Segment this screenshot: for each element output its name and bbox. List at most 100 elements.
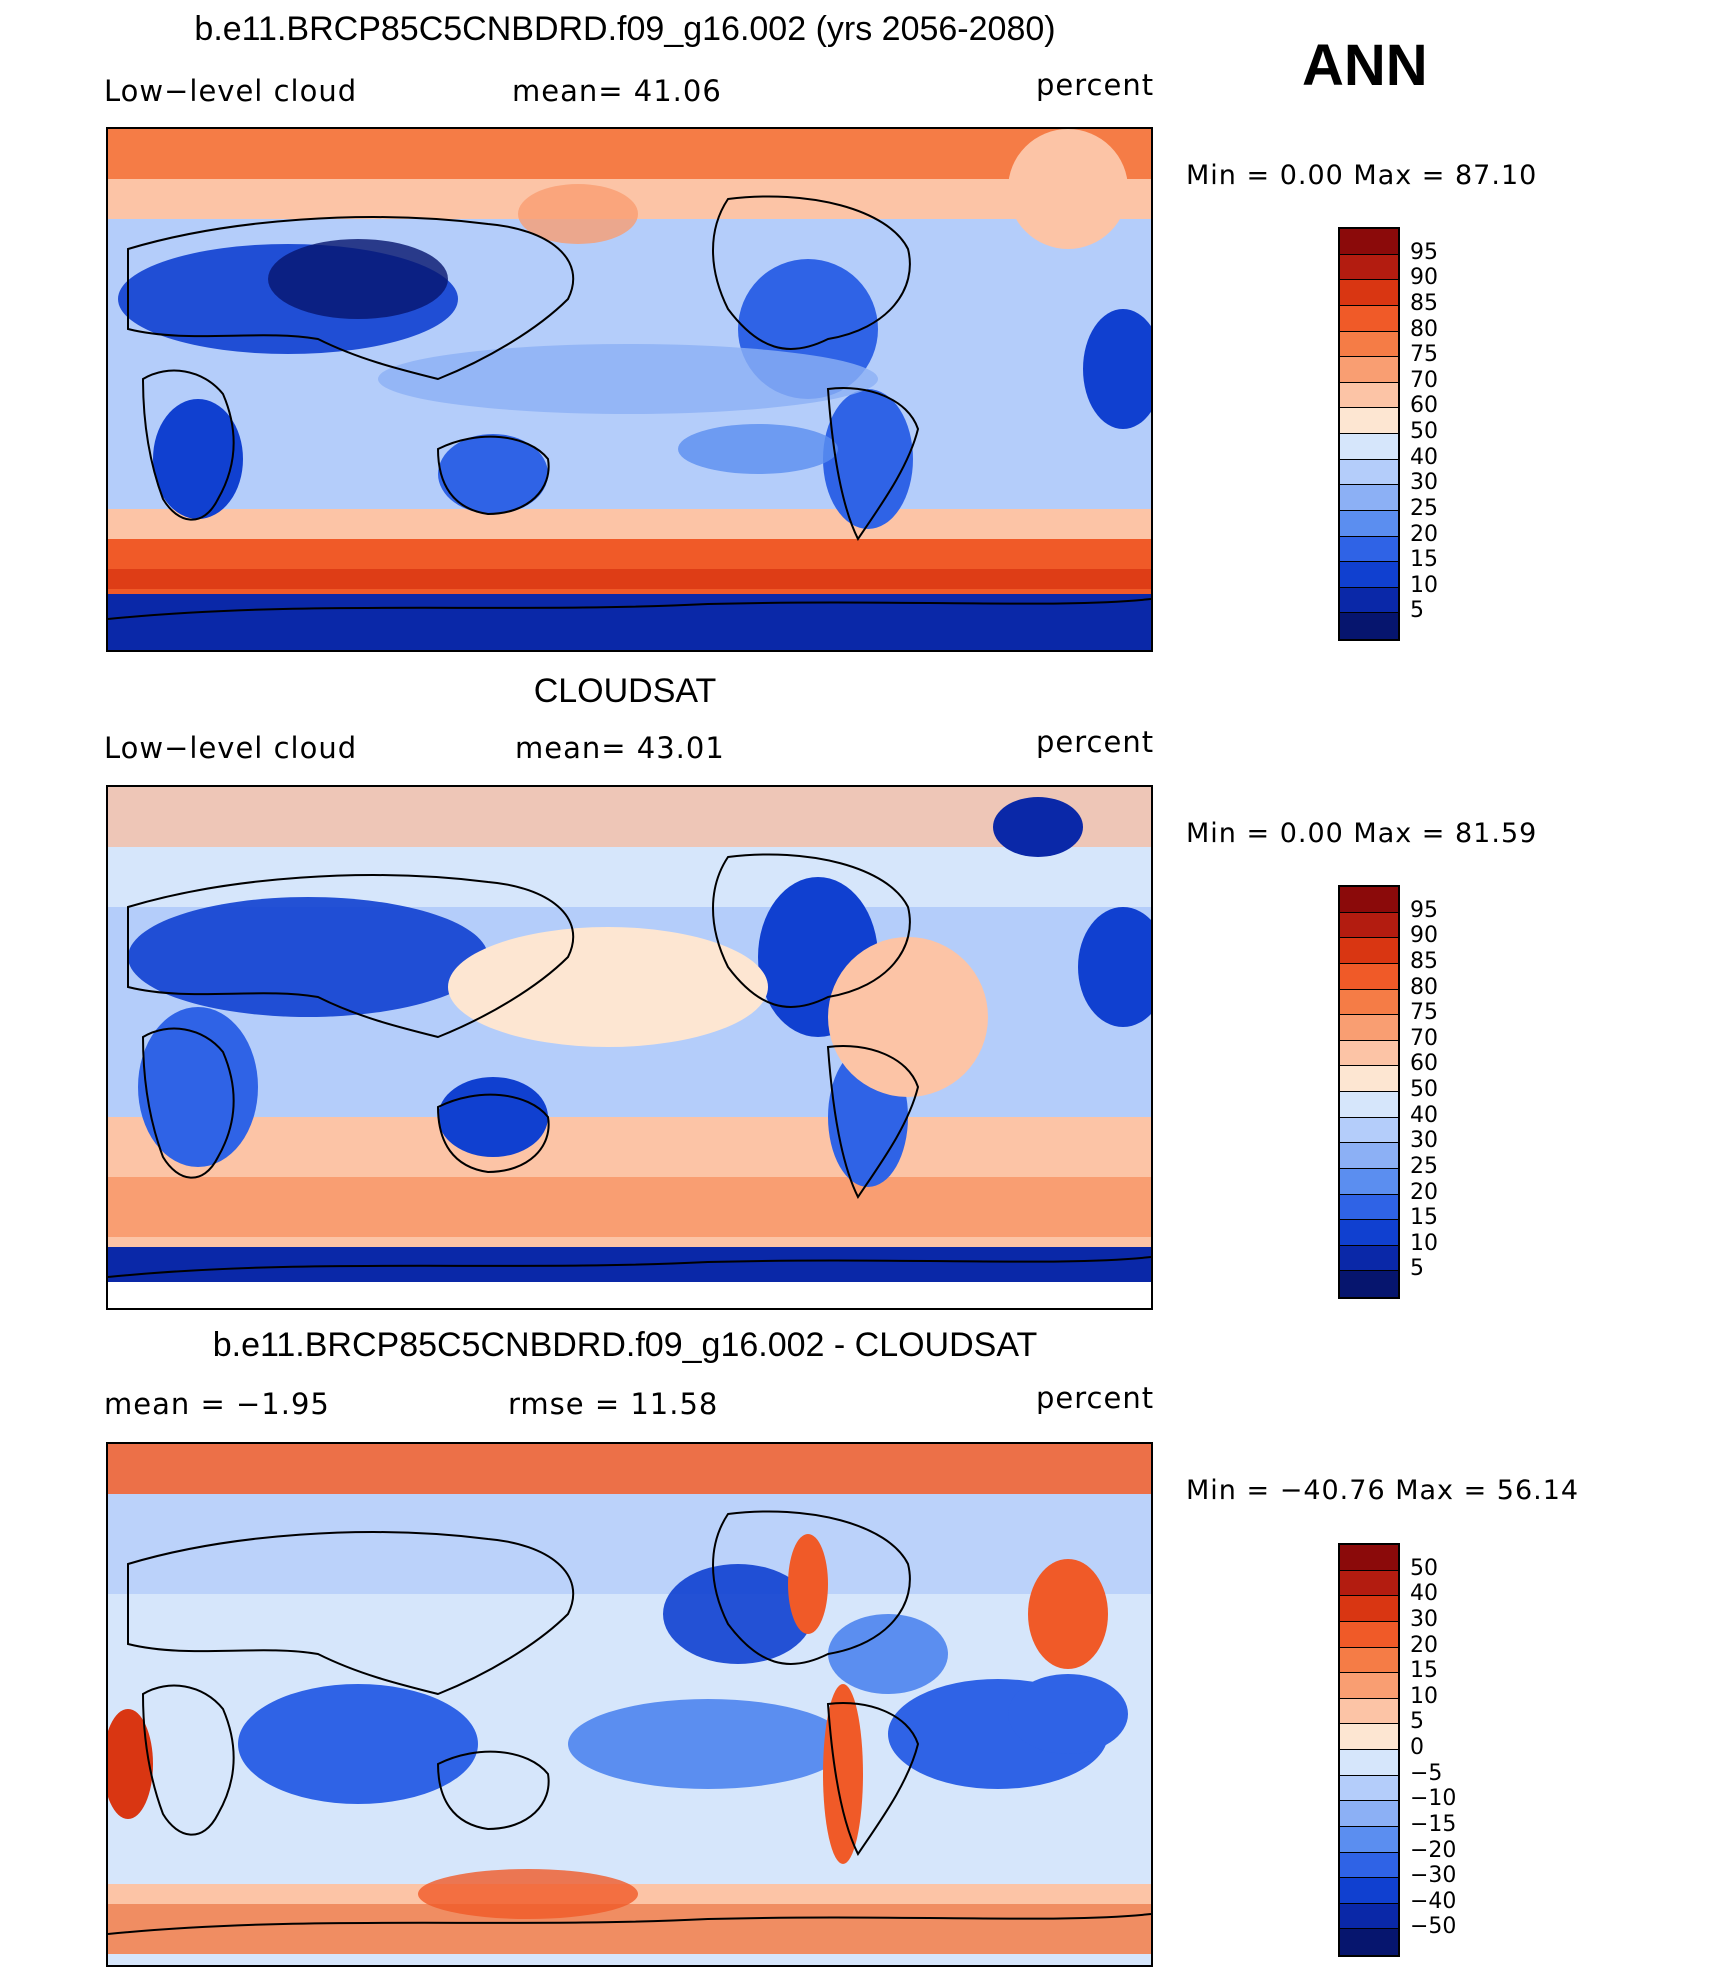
colorbar-box: [1340, 989, 1398, 1016]
colorbar-box: [1340, 1570, 1398, 1597]
colorbar-label: −40: [1410, 1888, 1457, 1914]
colorbar-label: 30: [1410, 1128, 1438, 1154]
field-band: [108, 1282, 1151, 1308]
colorbar-label: 85: [1410, 948, 1438, 974]
field-blob: [568, 1699, 848, 1789]
field-blob: [993, 797, 1083, 857]
colorbar-label: 70: [1410, 367, 1438, 393]
panel2-title: CLOUDSAT: [533, 672, 717, 710]
panel1-units-label: percent: [1036, 68, 1155, 102]
colorbar-box: [1340, 357, 1398, 383]
colorbar-label: 15: [1410, 1205, 1438, 1231]
colorbar-label: −10: [1410, 1786, 1457, 1812]
panel2-map: [106, 785, 1153, 1310]
colorbar-box: [1340, 459, 1398, 486]
colorbar-label: 80: [1410, 974, 1438, 1000]
colorbar-box: [1340, 613, 1398, 639]
colorbar-box: [1340, 1220, 1398, 1246]
colorbar-label: 15: [1410, 547, 1438, 573]
field-blob: [788, 1534, 828, 1634]
colorbar-box: [1340, 1168, 1398, 1195]
colorbar-label: 0: [1410, 1735, 1424, 1760]
colorbar-label: 50: [1410, 1555, 1438, 1581]
colorbar-label: 70: [1410, 1025, 1438, 1051]
colorbar-label: 5: [1410, 598, 1424, 624]
panel2-minmax: Min = 0.00 Max = 81.59: [1186, 818, 1538, 849]
panel3-colorbar: [1338, 1543, 1400, 1957]
colorbar-label: 10: [1410, 572, 1438, 598]
colorbar-box: [1340, 1621, 1398, 1648]
colorbar-box: [1340, 1194, 1398, 1221]
panel3-title: b.e11.BRCP85C5CNBDRD.f09_g16.002 - CLOUD…: [212, 1326, 1038, 1364]
colorbar-box: [1340, 1775, 1398, 1802]
colorbar-box: [1340, 382, 1398, 409]
colorbar-label: 25: [1410, 1153, 1438, 1179]
colorbar-box: [1340, 938, 1398, 964]
colorbar-box: [1340, 1852, 1398, 1879]
colorbar-box: [1340, 1117, 1398, 1144]
field-blob: [438, 1077, 548, 1157]
colorbar-label: 10: [1410, 1683, 1438, 1709]
colorbar-box: [1340, 1015, 1398, 1041]
colorbar-label: 95: [1410, 897, 1438, 923]
colorbar-label: 10: [1410, 1230, 1438, 1256]
colorbar-box: [1340, 1750, 1398, 1776]
colorbar-box: [1340, 510, 1398, 537]
colorbar-label: 60: [1410, 1051, 1438, 1077]
colorbar-label: 30: [1410, 1606, 1438, 1632]
field-blob: [418, 1869, 638, 1919]
panel1-map: [106, 127, 1153, 652]
field-band: [108, 1444, 1151, 1494]
colorbar-box: [1340, 1929, 1398, 1955]
field-blob: [1008, 1674, 1128, 1754]
field-blob: [108, 1709, 153, 1819]
colorbar-box: [1340, 562, 1398, 588]
colorbar-label: 85: [1410, 290, 1438, 316]
field-band: [108, 847, 1151, 907]
field-blob: [153, 399, 243, 519]
panel1-colorbar: [1338, 227, 1400, 641]
colorbar-label: 40: [1410, 1102, 1438, 1128]
coastlines: [108, 1510, 1151, 1935]
field-blob: [128, 897, 488, 1017]
colorbar-box: [1340, 280, 1398, 306]
panel1-minmax: Min = 0.00 Max = 87.10: [1186, 160, 1538, 191]
field-blob: [448, 927, 768, 1047]
field-band: [108, 509, 1151, 539]
panel1-mean-label: mean= 41.06: [512, 74, 722, 108]
field-blob: [518, 184, 638, 244]
colorbar-label: 20: [1410, 1632, 1438, 1658]
panel1-title: b.e11.BRCP85C5CNBDRD.f09_g16.002 (yrs 20…: [194, 10, 1056, 48]
colorbar-box: [1340, 1724, 1398, 1750]
colorbar-label: 50: [1410, 1077, 1438, 1102]
season-label: ANN: [1302, 33, 1428, 98]
field-blob: [823, 1684, 863, 1864]
coastlines: [108, 195, 1151, 620]
colorbar-label: 90: [1410, 265, 1438, 291]
panel2-units-label: percent: [1036, 725, 1155, 759]
colorbar-box: [1340, 912, 1398, 939]
colorbar-box: [1340, 1143, 1398, 1169]
field-blob: [138, 1007, 258, 1167]
field-blob: [823, 389, 913, 529]
colorbar-box: [1340, 887, 1398, 913]
field-band: [108, 1117, 1151, 1177]
colorbar-box: [1340, 1903, 1398, 1930]
colorbar-label: 75: [1410, 1000, 1438, 1026]
field-blob: [1078, 907, 1151, 1027]
colorbar-box: [1340, 331, 1398, 358]
colorbar-label: 50: [1410, 419, 1438, 444]
field-blob: [1083, 309, 1151, 429]
panel2-variable-label: Low−level cloud: [104, 731, 358, 765]
colorbar-label: 5: [1410, 1256, 1424, 1282]
field-band: [108, 1904, 1151, 1954]
colorbar-label: −5: [1410, 1760, 1443, 1786]
colorbar-box: [1340, 1545, 1398, 1571]
colorbar-box: [1340, 1596, 1398, 1622]
panel3-mean-label: mean = −1.95: [104, 1387, 330, 1421]
field-band: [108, 569, 1151, 589]
colorbar-box: [1340, 1878, 1398, 1904]
colorbar-box: [1340, 1647, 1398, 1674]
colorbar-label: 15: [1410, 1658, 1438, 1684]
colorbar-box: [1340, 587, 1398, 614]
